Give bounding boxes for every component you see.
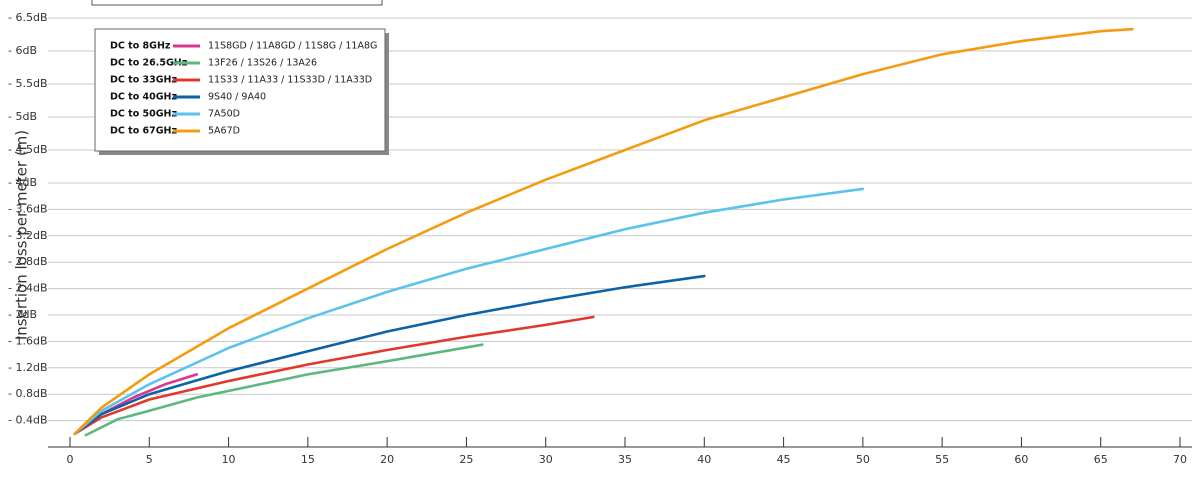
y-tick-label: - 2.4dB <box>8 282 48 295</box>
x-tick-label: 70 <box>1173 453 1187 466</box>
legend-band: DC to 26.5GHz <box>110 58 188 69</box>
x-tick-label: 60 <box>1014 453 1028 466</box>
series-line <box>84 343 484 437</box>
legend-band: DC to 67GHz <box>110 126 178 137</box>
frame-edge <box>91 0 383 6</box>
x-tick-label: 10 <box>222 453 236 466</box>
legend-name: 11S33 / 11A33 / 11S33D / 11A33D <box>208 75 372 86</box>
x-tick-label: 30 <box>539 453 553 466</box>
y-tick-label: - 0.4dB <box>8 414 48 427</box>
y-tick-label: - 3.2dB <box>8 229 48 242</box>
legend-band: DC to 50GHz <box>110 109 178 120</box>
legend-band: DC to 33GHz <box>110 75 178 86</box>
plot: - 0.4dB - 0.8dB - 1.2dB - 1.6dB - 2dB - 2.4dB… <box>8 11 1192 466</box>
legend-band: DC to 8GHz <box>110 41 171 52</box>
legend-name: 13F26 / 13S26 / 13A26 <box>208 58 317 69</box>
x-tick-label: 55 <box>935 453 949 466</box>
y-tick-label: - 4dB <box>8 176 37 189</box>
y-tick-label: - 6.5dB <box>8 11 48 24</box>
x-tick-label: 5 <box>146 453 153 466</box>
y-axis-label: Insertion loss per meter (m) <box>13 130 31 340</box>
x-tick-label: 20 <box>380 453 394 466</box>
legend-name: 9S40 / 9A40 <box>208 92 266 103</box>
y-tick-label: - 6dB <box>8 44 37 57</box>
y-tick-label: - 1.2dB <box>8 361 48 374</box>
series-line <box>73 315 595 436</box>
x-tick-label: 25 <box>459 453 473 466</box>
legend-band: DC to 40GHz <box>110 92 178 103</box>
x-tick-label: 15 <box>301 453 315 466</box>
y-tick-label: - 2.8dB <box>8 255 48 268</box>
y-tick-label: - 5dB <box>8 110 37 123</box>
legend-name: 11S8GD / 11A8GD / 11S8G / 11A8G <box>208 41 377 52</box>
y-tick-label: - 2dB <box>8 308 37 321</box>
legend: DC to 8GHz 11S8GD / 11A8GD / 11S8G / 11A8… <box>94 28 389 155</box>
x-tick-label: 45 <box>777 453 791 466</box>
legend-name: 5A67D <box>208 126 240 137</box>
x-tick-label: 0 <box>67 453 74 466</box>
series-line <box>73 27 1134 436</box>
y-tick-label: - 1.6dB <box>8 334 48 347</box>
x-tick-label: 35 <box>618 453 632 466</box>
y-tick-label: - 3.6dB <box>8 202 48 215</box>
legend-box <box>94 28 386 152</box>
x-tick-label: 40 <box>697 453 711 466</box>
series-line <box>73 187 865 436</box>
x-tick-label: 65 <box>1094 453 1108 466</box>
x-tick-label: 50 <box>856 453 870 466</box>
y-tick-label: - 4.5dB <box>8 143 48 156</box>
y-tick-label: - 5.5dB <box>8 77 48 90</box>
series-line <box>73 274 706 436</box>
y-tick-label: - 0.8dB <box>8 387 48 400</box>
legend-name: 7A50D <box>208 109 240 120</box>
